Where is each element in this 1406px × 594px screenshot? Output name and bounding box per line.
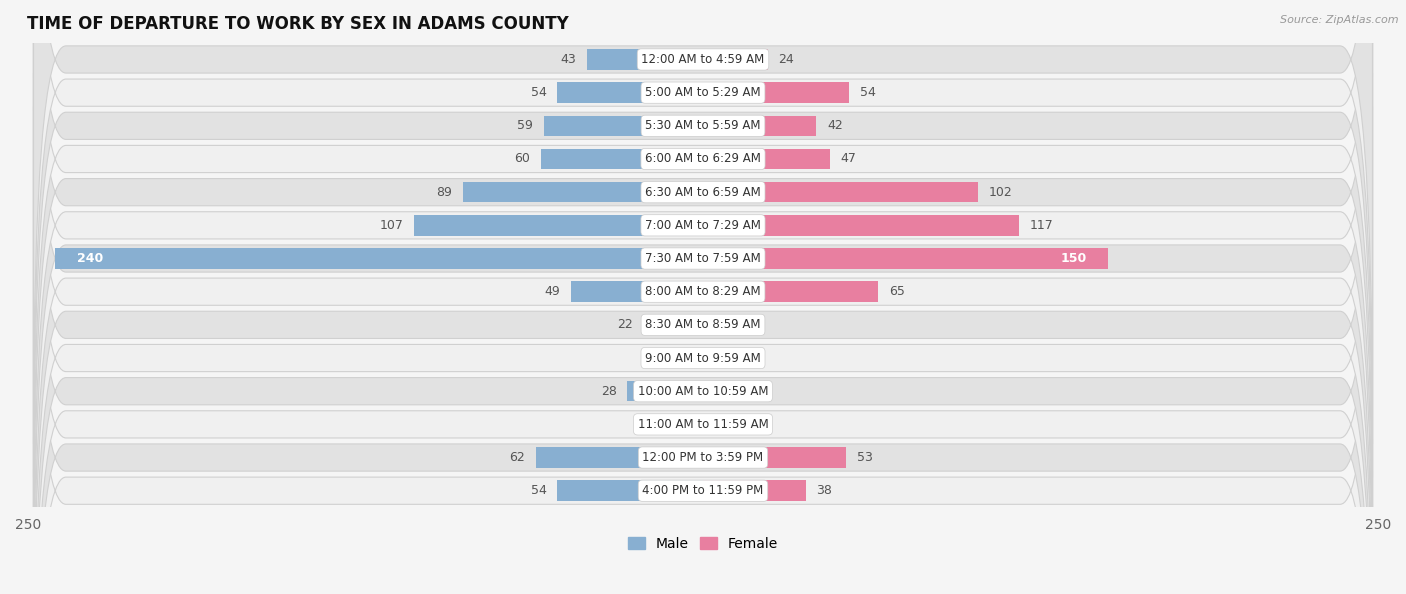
Text: Source: ZipAtlas.com: Source: ZipAtlas.com	[1281, 15, 1399, 25]
Text: 43: 43	[561, 53, 576, 66]
Bar	[415, 215, 703, 236]
FancyBboxPatch shape	[34, 0, 1372, 544]
Text: 107: 107	[380, 219, 404, 232]
Text: 5:00 AM to 5:29 AM: 5:00 AM to 5:29 AM	[645, 86, 761, 99]
Text: 117: 117	[1029, 219, 1053, 232]
Text: 9:00 AM to 9:59 AM: 9:00 AM to 9:59 AM	[645, 352, 761, 365]
Text: 28: 28	[600, 385, 617, 398]
FancyBboxPatch shape	[34, 73, 1372, 594]
Bar	[557, 83, 703, 103]
Text: 0: 0	[685, 418, 692, 431]
Text: 0: 0	[714, 418, 721, 431]
Text: 10:00 AM to 10:59 AM: 10:00 AM to 10:59 AM	[638, 385, 768, 398]
Text: 54: 54	[530, 484, 547, 497]
Bar	[703, 347, 724, 368]
Text: 54: 54	[859, 86, 876, 99]
Bar	[644, 315, 703, 335]
Text: 9: 9	[738, 385, 747, 398]
Bar	[586, 49, 703, 69]
Text: 60: 60	[515, 153, 530, 166]
Legend: Male, Female: Male, Female	[623, 531, 783, 556]
Text: 8: 8	[735, 352, 744, 365]
Text: 62: 62	[509, 451, 524, 464]
FancyBboxPatch shape	[34, 0, 1372, 594]
FancyBboxPatch shape	[34, 40, 1372, 594]
Bar	[463, 182, 703, 203]
Bar	[703, 49, 768, 69]
Bar	[703, 148, 830, 169]
Bar	[703, 381, 727, 402]
FancyBboxPatch shape	[34, 0, 1372, 594]
Text: TIME OF DEPARTURE TO WORK BY SEX IN ADAMS COUNTY: TIME OF DEPARTURE TO WORK BY SEX IN ADAM…	[27, 15, 568, 33]
Bar	[703, 83, 849, 103]
Text: 38: 38	[817, 484, 832, 497]
Bar	[627, 381, 703, 402]
FancyBboxPatch shape	[34, 7, 1372, 594]
Bar	[703, 481, 806, 501]
Text: 65: 65	[889, 285, 905, 298]
FancyBboxPatch shape	[34, 0, 1372, 577]
Bar	[703, 447, 846, 468]
Text: 6:30 AM to 6:59 AM: 6:30 AM to 6:59 AM	[645, 186, 761, 198]
Text: 8:00 AM to 8:29 AM: 8:00 AM to 8:29 AM	[645, 285, 761, 298]
Bar	[541, 148, 703, 169]
Bar	[703, 182, 979, 203]
Bar	[703, 315, 720, 335]
FancyBboxPatch shape	[34, 0, 1372, 444]
FancyBboxPatch shape	[34, 0, 1372, 510]
Bar	[673, 347, 703, 368]
Text: 102: 102	[990, 186, 1012, 198]
Text: 150: 150	[1060, 252, 1087, 265]
Text: 59: 59	[517, 119, 533, 132]
Text: 54: 54	[530, 86, 547, 99]
Bar	[536, 447, 703, 468]
FancyBboxPatch shape	[34, 0, 1372, 594]
Bar	[703, 116, 817, 136]
Text: 24: 24	[779, 53, 794, 66]
Text: 12:00 AM to 4:59 AM: 12:00 AM to 4:59 AM	[641, 53, 765, 66]
FancyBboxPatch shape	[34, 0, 1372, 594]
Text: 49: 49	[544, 285, 560, 298]
FancyBboxPatch shape	[34, 0, 1372, 594]
Text: 53: 53	[856, 451, 873, 464]
Text: 42: 42	[827, 119, 844, 132]
Bar	[703, 215, 1019, 236]
Text: 240: 240	[77, 252, 103, 265]
Text: 12:00 PM to 3:59 PM: 12:00 PM to 3:59 PM	[643, 451, 763, 464]
Text: 4:00 PM to 11:59 PM: 4:00 PM to 11:59 PM	[643, 484, 763, 497]
Bar	[544, 116, 703, 136]
Text: 11:00 AM to 11:59 AM: 11:00 AM to 11:59 AM	[638, 418, 768, 431]
Text: 22: 22	[617, 318, 633, 331]
Text: 5:30 AM to 5:59 AM: 5:30 AM to 5:59 AM	[645, 119, 761, 132]
Bar	[571, 282, 703, 302]
Text: 47: 47	[841, 153, 856, 166]
Text: 7:00 AM to 7:29 AM: 7:00 AM to 7:29 AM	[645, 219, 761, 232]
FancyBboxPatch shape	[34, 106, 1372, 594]
Text: 6:00 AM to 6:29 AM: 6:00 AM to 6:29 AM	[645, 153, 761, 166]
Text: 7:30 AM to 7:59 AM: 7:30 AM to 7:59 AM	[645, 252, 761, 265]
Bar	[557, 481, 703, 501]
Text: 8:30 AM to 8:59 AM: 8:30 AM to 8:59 AM	[645, 318, 761, 331]
Bar	[703, 248, 1108, 269]
Text: 11: 11	[647, 352, 662, 365]
FancyBboxPatch shape	[34, 0, 1372, 477]
Text: 6: 6	[730, 318, 738, 331]
Bar	[55, 248, 703, 269]
Bar	[703, 282, 879, 302]
Text: 89: 89	[436, 186, 451, 198]
